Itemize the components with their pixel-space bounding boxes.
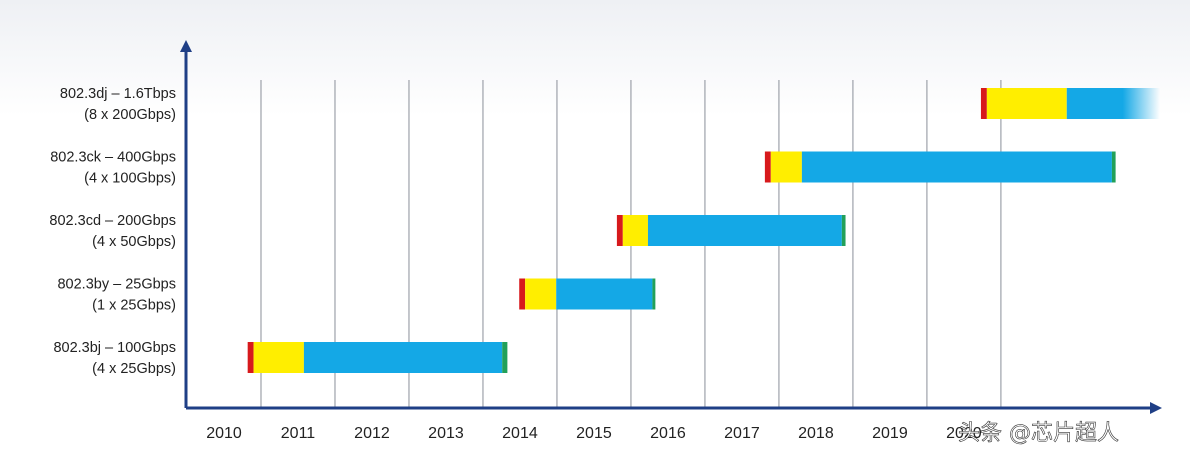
phase-bar: [253, 342, 304, 373]
phase-bar: [770, 151, 802, 183]
row-label: (4 x 50Gbps): [92, 234, 176, 250]
row-label: 802.3dj – 1.6Tbps: [60, 86, 176, 102]
phase-bar: [1066, 88, 1160, 119]
x-tick-label: 2016: [650, 425, 686, 442]
x-tick-label: 2019: [872, 425, 908, 442]
row-label: 802.3bj – 100Gbps: [53, 340, 176, 356]
phase-bar: [986, 88, 1067, 119]
phase-bar: [247, 342, 254, 373]
phase-bar: [841, 215, 846, 246]
row-label: (8 x 200Gbps): [84, 107, 176, 123]
phase-bar: [622, 215, 648, 246]
labels: 2010 2011 2012 2013 2014 2015 2016 2017 2018 2019…: [49, 86, 981, 442]
y-axis-arrow: [180, 40, 192, 52]
row-label: (4 x 100Gbps): [84, 170, 176, 186]
phase-bar: [764, 151, 771, 183]
phase-bar: [647, 215, 842, 246]
x-tick-label: 2015: [576, 425, 612, 442]
phase-bar: [525, 278, 557, 310]
phase-bar: [616, 215, 623, 246]
phase-bar: [1111, 151, 1116, 183]
phase-bar: [556, 278, 653, 310]
row-label: (1 x 25Gbps): [92, 297, 176, 313]
phase-bar: [519, 278, 526, 310]
x-axis-arrow: [1150, 402, 1162, 414]
x-tick-label: 2017: [724, 425, 760, 442]
x-tick-label: 2020: [946, 425, 982, 442]
x-tick-label: 2013: [428, 425, 464, 442]
phase-bar: [502, 342, 508, 373]
bars: [247, 88, 1160, 373]
row-label: 802.3by – 25Gbps: [57, 276, 176, 292]
phase-bar: [303, 342, 503, 373]
x-tick-label: 2011: [281, 425, 316, 442]
phase-bar: [801, 151, 1112, 183]
x-tick-label: 2018: [798, 425, 834, 442]
row-label: 802.3cd – 200Gbps: [49, 213, 176, 229]
phase-bar: [980, 88, 987, 119]
phase-bar: [652, 278, 656, 310]
x-tick-label: 2012: [354, 425, 390, 442]
watermark: 头条 @芯片超人: [958, 421, 1119, 446]
x-tick-label: 2010: [206, 425, 242, 442]
row-label: (4 x 25Gbps): [92, 361, 176, 377]
x-tick-label: 2014: [502, 425, 538, 442]
row-label: 802.3ck – 400Gbps: [50, 149, 176, 165]
